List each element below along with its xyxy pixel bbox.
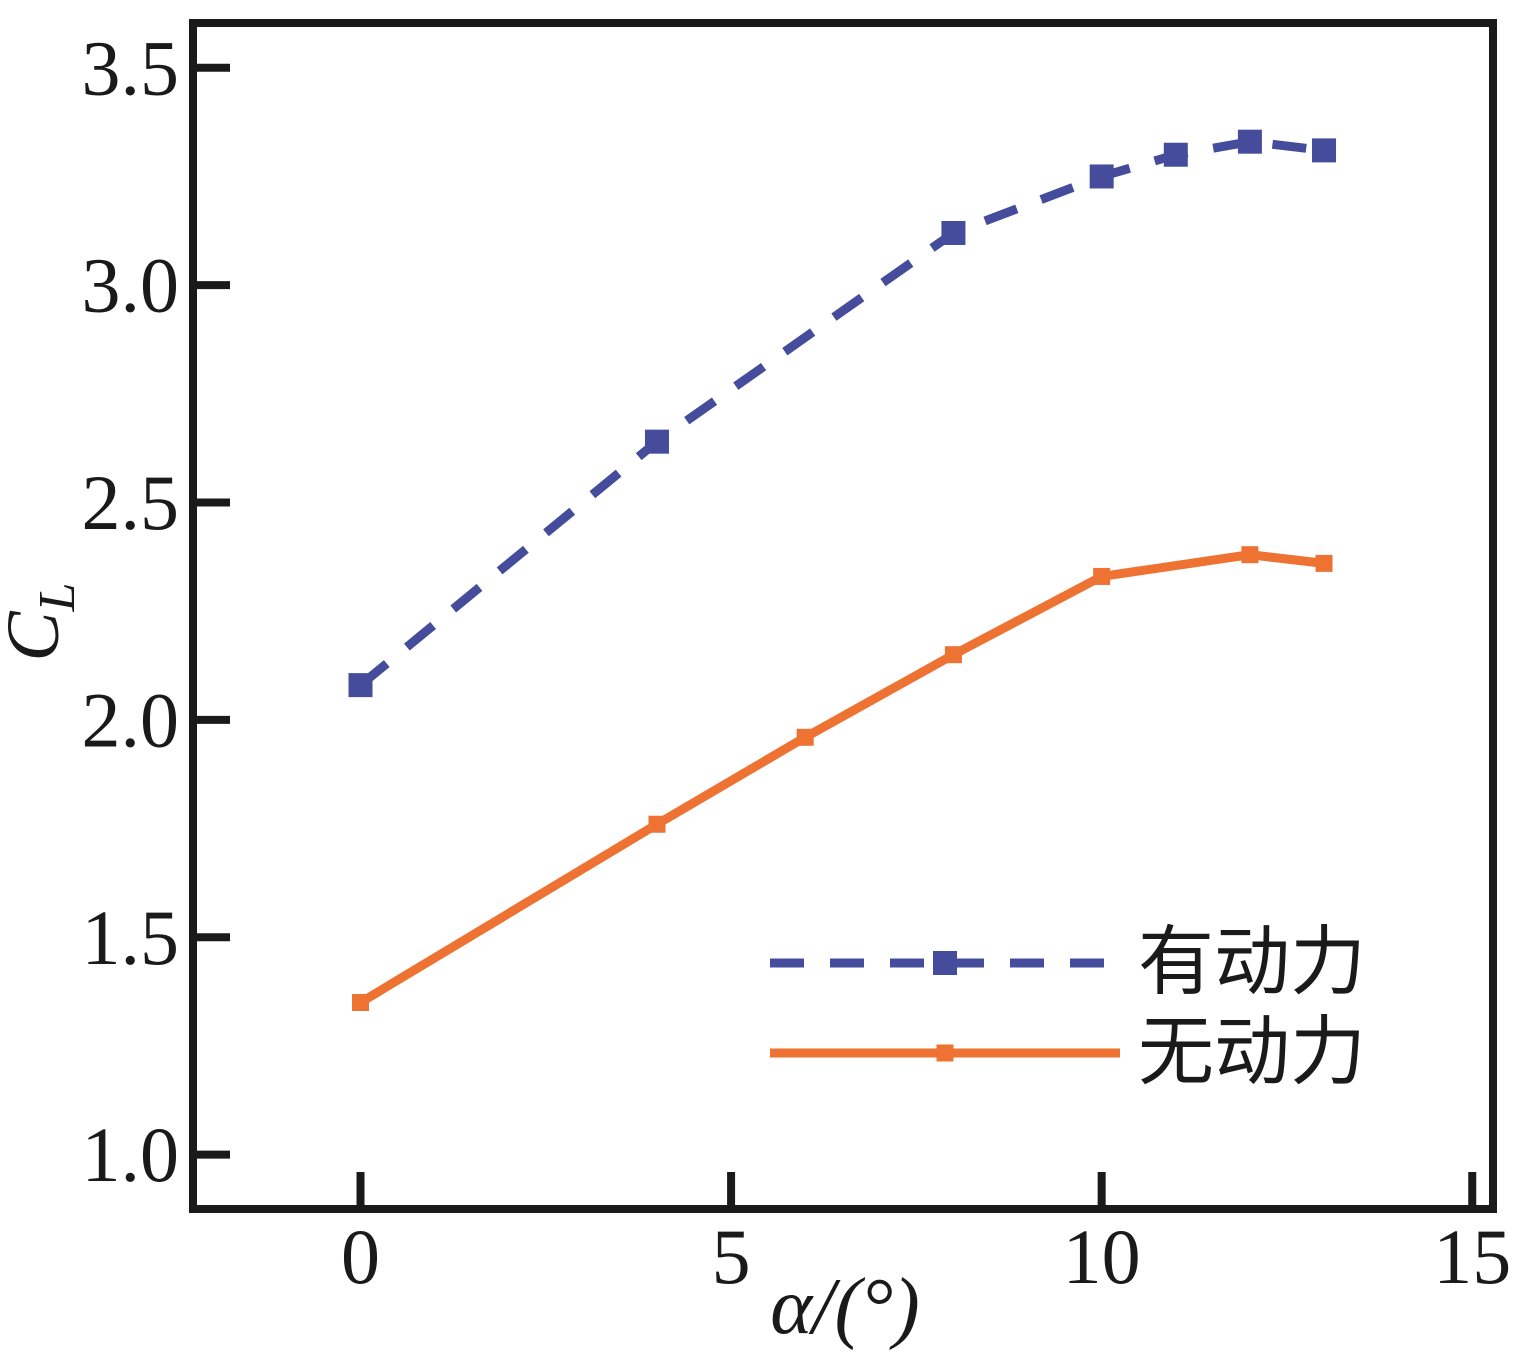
- data-point-unpowered: [648, 815, 666, 833]
- data-point-unpowered: [1093, 567, 1111, 585]
- legend-marker-unpowered: [936, 1044, 954, 1062]
- data-point-unpowered: [352, 993, 370, 1011]
- y-tick-label: 2.0: [82, 676, 180, 763]
- y-tick-label: 3.5: [82, 24, 180, 111]
- legend-item-unpowered: 无动力: [770, 1008, 1366, 1098]
- y-axis-label-main: C: [0, 611, 75, 662]
- data-point-powered: [1237, 129, 1262, 154]
- legend-label-powered: 有动力: [1138, 921, 1366, 1005]
- legend: 有动力 无动力: [770, 918, 1366, 1098]
- data-point-powered: [644, 429, 669, 454]
- x-tick-label: 0: [341, 1213, 380, 1300]
- legend-label-unpowered: 无动力: [1138, 1011, 1366, 1095]
- y-tick-label: 1.0: [82, 1111, 180, 1198]
- data-point-powered: [1163, 142, 1188, 167]
- x-tick-label: 15: [1433, 1213, 1511, 1300]
- legend-dashed-line-icon: [770, 951, 1120, 975]
- x-axis-label: α/(°): [770, 1263, 920, 1351]
- legend-item-powered: 有动力: [770, 918, 1366, 1008]
- x-tick-label: 10: [1063, 1213, 1141, 1300]
- x-tick-label: 5: [712, 1213, 751, 1300]
- legend-marker-powered: [933, 951, 957, 975]
- legend-solid-line-icon: [770, 1044, 1120, 1062]
- y-tick-label: 1.5: [82, 894, 180, 981]
- series-line-powered: [357, 137, 1325, 689]
- data-point-unpowered: [796, 728, 814, 746]
- y-axis-label: CL: [0, 583, 86, 662]
- plot-border: [189, 19, 1497, 1213]
- data-point-powered: [941, 220, 966, 245]
- data-point-unpowered: [1241, 546, 1259, 564]
- data-point-unpowered: [1315, 554, 1333, 572]
- y-axis-label-sub: L: [29, 582, 86, 612]
- y-tick-label: 2.5: [82, 459, 180, 546]
- data-point-powered: [1312, 138, 1337, 163]
- data-point-unpowered: [944, 646, 962, 664]
- data-point-powered: [348, 673, 373, 698]
- y-tick-label: 3.0: [82, 242, 180, 329]
- data-point-powered: [1089, 164, 1114, 189]
